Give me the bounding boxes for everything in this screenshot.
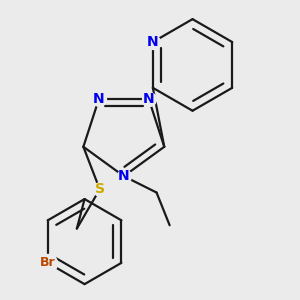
Text: S: S	[95, 182, 105, 196]
Text: N: N	[93, 92, 105, 106]
Text: Br: Br	[40, 256, 56, 269]
Text: N: N	[147, 35, 159, 49]
Text: N: N	[118, 169, 130, 183]
Text: N: N	[143, 92, 154, 106]
